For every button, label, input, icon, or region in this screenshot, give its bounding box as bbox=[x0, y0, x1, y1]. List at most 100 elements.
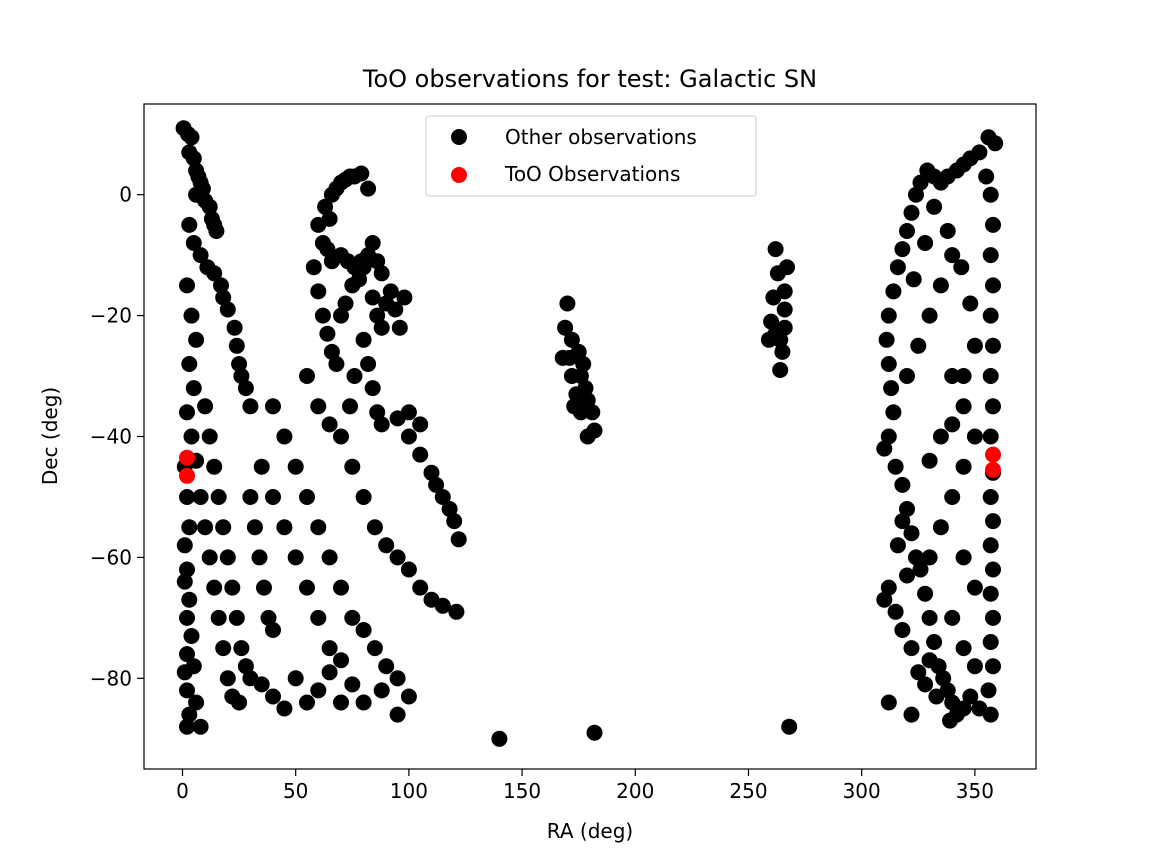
other-observation-point bbox=[233, 368, 250, 384]
other-observation-point bbox=[448, 603, 465, 620]
other-observation-point bbox=[369, 404, 386, 421]
other-observation-point bbox=[939, 223, 956, 239]
other-observation-point bbox=[208, 223, 225, 239]
other-observation-point bbox=[776, 319, 793, 336]
other-observation-point bbox=[391, 319, 408, 336]
other-observation-point bbox=[344, 609, 361, 626]
other-observation-point bbox=[774, 343, 791, 360]
other-observation-point bbox=[912, 174, 929, 191]
other-observation-point bbox=[985, 609, 1001, 626]
other-observation-point bbox=[982, 307, 999, 324]
other-observation-point bbox=[183, 129, 200, 146]
other-observation-point bbox=[197, 398, 214, 415]
other-observation-point bbox=[912, 561, 929, 578]
other-observation-point bbox=[373, 416, 390, 433]
other-observation-point bbox=[966, 428, 983, 445]
other-observation-point bbox=[880, 428, 897, 445]
other-observation-point bbox=[179, 561, 195, 578]
other-observation-point bbox=[176, 573, 193, 590]
other-observation-point bbox=[382, 283, 399, 300]
other-observation-point bbox=[586, 724, 603, 741]
other-observation-point bbox=[985, 398, 1001, 415]
other-observation-point bbox=[905, 271, 922, 288]
other-observation-point bbox=[899, 223, 915, 239]
other-observation-point bbox=[966, 337, 983, 354]
other-observation-point bbox=[213, 277, 229, 294]
other-observation-point bbox=[328, 356, 345, 372]
other-observation-point bbox=[389, 706, 406, 723]
other-observation-point bbox=[181, 519, 198, 536]
other-observation-point bbox=[491, 730, 508, 747]
other-observation-point bbox=[287, 458, 304, 475]
other-observation-point bbox=[412, 416, 429, 433]
other-observation-point bbox=[885, 404, 902, 421]
other-observation-point bbox=[210, 609, 227, 626]
other-observation-point bbox=[355, 694, 372, 711]
other-observation-point bbox=[299, 368, 315, 384]
other-observation-point bbox=[192, 247, 209, 264]
other-observation-point bbox=[903, 204, 920, 221]
other-observation-point bbox=[366, 519, 383, 536]
legend-marker-too bbox=[451, 167, 467, 183]
y-tick-label: −80 bbox=[90, 666, 132, 690]
other-observation-point bbox=[982, 489, 999, 505]
other-observation-point bbox=[233, 640, 250, 657]
other-observation-point bbox=[185, 235, 202, 251]
other-observation-point bbox=[181, 356, 198, 372]
other-observation-point bbox=[231, 694, 248, 711]
other-observation-point bbox=[360, 180, 377, 197]
other-observation-point bbox=[373, 682, 390, 699]
other-observation-point bbox=[910, 337, 927, 354]
other-observation-point bbox=[253, 676, 270, 693]
too-observation-point bbox=[985, 461, 1001, 478]
y-tick-label: −60 bbox=[90, 545, 132, 569]
other-observation-point bbox=[319, 325, 336, 342]
other-observation-point bbox=[188, 331, 205, 348]
other-observation-point bbox=[276, 700, 293, 717]
data-points bbox=[175, 120, 1004, 747]
other-observation-point bbox=[378, 658, 395, 675]
legend-box bbox=[425, 115, 757, 197]
other-observation-point bbox=[982, 537, 999, 554]
other-observation-point bbox=[353, 253, 370, 270]
x-tick-label: 0 bbox=[176, 779, 189, 803]
other-observation-point bbox=[353, 165, 370, 182]
other-observation-point bbox=[932, 428, 949, 445]
other-observation-point bbox=[921, 452, 938, 469]
other-observation-point bbox=[310, 609, 327, 626]
x-tick-label: 300 bbox=[843, 779, 881, 803]
other-observation-point bbox=[446, 513, 463, 530]
x-tick-label: 50 bbox=[283, 779, 308, 803]
other-observation-point bbox=[215, 519, 232, 536]
legend: Other observations ToO Observations bbox=[425, 115, 757, 197]
other-observation-point bbox=[763, 313, 780, 330]
other-observation-point bbox=[880, 694, 897, 711]
other-observation-point bbox=[894, 622, 911, 638]
other-observation-point bbox=[179, 609, 195, 626]
other-observation-point bbox=[944, 609, 961, 626]
other-observation-point bbox=[176, 664, 193, 681]
other-observation-point bbox=[387, 301, 404, 318]
other-observation-point bbox=[355, 489, 372, 505]
other-observation-point bbox=[423, 464, 440, 481]
other-observation-point bbox=[389, 549, 406, 566]
other-observation-point bbox=[880, 356, 897, 372]
other-observation-point bbox=[400, 688, 417, 705]
other-observation-point bbox=[219, 670, 236, 687]
other-observation-point bbox=[389, 670, 406, 687]
other-observation-point bbox=[899, 567, 915, 584]
other-observation-point bbox=[985, 513, 1001, 530]
other-observation-point bbox=[935, 670, 952, 687]
other-observation-point bbox=[333, 307, 349, 324]
other-observation-point bbox=[903, 706, 920, 723]
other-observation-point bbox=[921, 549, 938, 566]
x-axis-ticks: 0 50 100 150 200 250 300 350 bbox=[176, 769, 994, 803]
other-observation-point bbox=[921, 307, 938, 324]
other-observation-point bbox=[908, 186, 924, 203]
other-observation-point bbox=[355, 622, 372, 638]
too-observation-point bbox=[985, 446, 1001, 463]
other-observation-point bbox=[299, 489, 315, 505]
other-observation-point bbox=[310, 519, 327, 536]
other-observation-point bbox=[767, 241, 784, 258]
other-observation-point bbox=[183, 628, 200, 644]
